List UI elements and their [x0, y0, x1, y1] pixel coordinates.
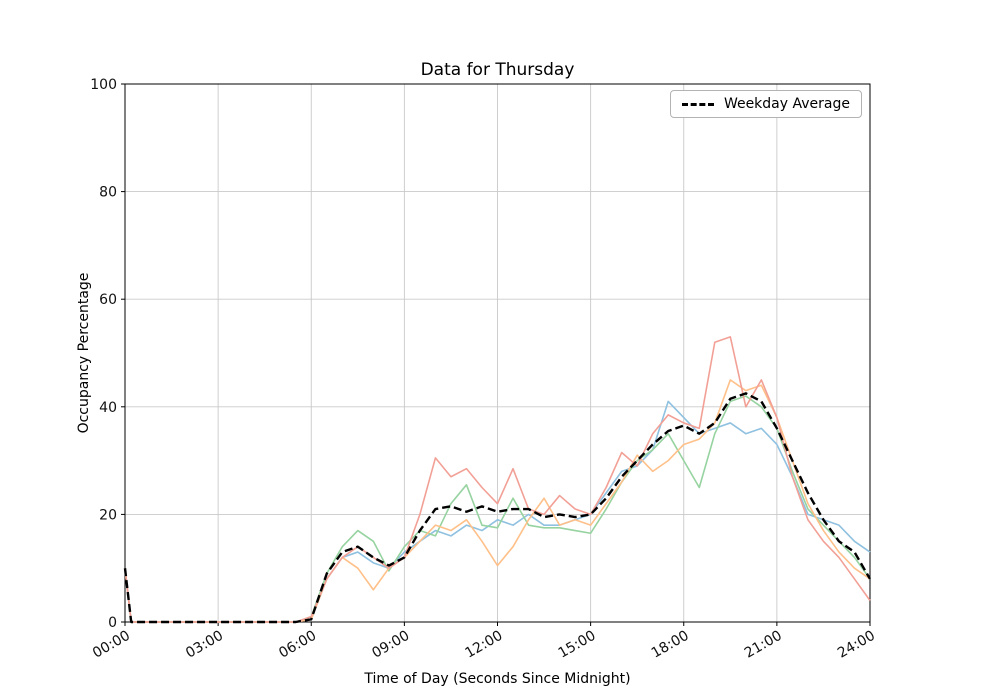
y-tick-label: 80	[99, 185, 117, 201]
y-tick-label: 20	[99, 507, 117, 523]
y-tick-label: 0	[108, 615, 117, 631]
x-tick-label: 06:00	[276, 628, 319, 662]
y-tick-label: 40	[99, 400, 117, 416]
axes-frame	[124, 83, 871, 623]
x-tick-label: 18:00	[649, 628, 692, 662]
legend-label: Weekday Average	[723, 96, 850, 112]
legend: Weekday Average	[669, 90, 862, 118]
x-tick-label: 21:00	[742, 628, 785, 662]
series-weekday-average	[123, 392, 872, 624]
x-tick-label: 12:00	[463, 628, 506, 662]
y-axis-label: Occupancy Percentage	[76, 272, 92, 434]
x-tick-label: 15:00	[556, 628, 599, 662]
y-tick-label: 60	[99, 292, 117, 308]
dashed-line-icon	[681, 102, 714, 106]
chart-title: Data for Thursday	[420, 60, 575, 80]
x-tick-label: 24:00	[835, 628, 878, 662]
x-tick-label: 00:00	[90, 628, 133, 662]
y-tick-label: 100	[90, 77, 117, 93]
x-tick-label: 09:00	[369, 628, 412, 662]
x-tick-label: 03:00	[183, 628, 226, 662]
x-axis-label: Time of Day (Seconds Since Midnight)	[364, 671, 631, 687]
